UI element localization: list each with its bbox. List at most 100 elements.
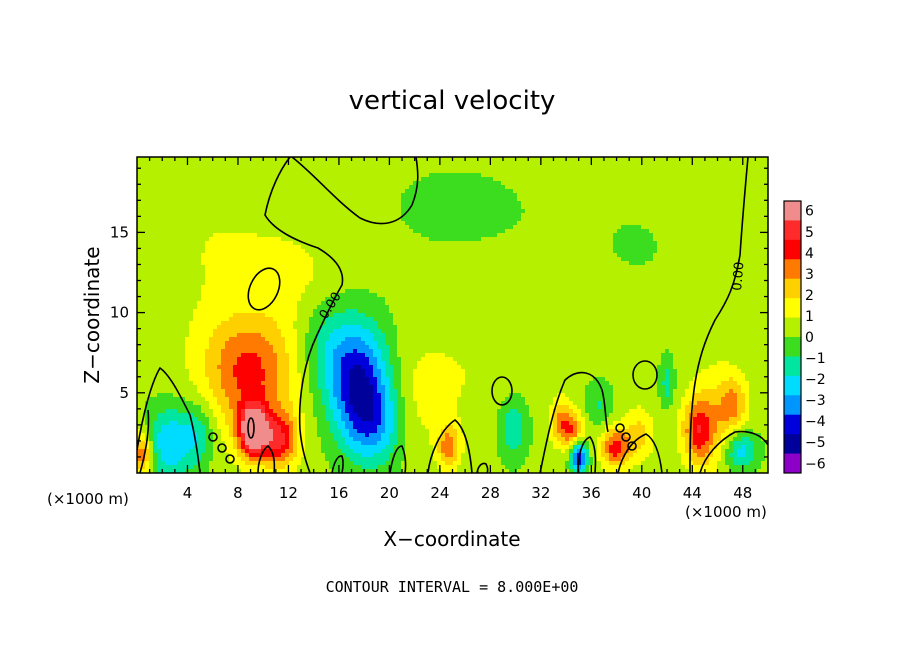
heatmap-cell: [309, 157, 313, 161]
heatmap-cell: [465, 157, 469, 161]
heatmap-cell: [449, 281, 453, 285]
heatmap-cell: [285, 265, 289, 269]
heatmap-cell: [501, 181, 505, 185]
heatmap-cell: [545, 213, 549, 217]
heatmap-cell: [201, 197, 205, 201]
heatmap-cell: [517, 229, 521, 233]
heatmap-cell: [593, 237, 597, 241]
heatmap-cell: [757, 217, 761, 221]
heatmap-cell: [585, 169, 589, 173]
heatmap-cell: [537, 245, 541, 249]
heatmap-cell: [505, 213, 509, 217]
heatmap-cell: [265, 253, 269, 257]
heatmap-cell: [205, 265, 209, 269]
heatmap-cell: [549, 181, 553, 185]
heatmap-cell: [657, 177, 661, 181]
heatmap-cell: [369, 157, 373, 161]
heatmap-cell: [469, 213, 473, 217]
heatmap-cell: [377, 281, 381, 285]
heatmap-cell: [369, 165, 373, 169]
heatmap-cell: [249, 209, 253, 213]
heatmap-cell: [373, 177, 377, 181]
heatmap-cell: [177, 257, 181, 261]
heatmap-cell: [633, 253, 637, 257]
heatmap-cell: [541, 165, 545, 169]
heatmap-cell: [697, 189, 701, 193]
heatmap-cell: [457, 181, 461, 185]
heatmap-cell: [185, 233, 189, 237]
heatmap-cell: [197, 169, 201, 173]
heatmap-cell: [361, 177, 365, 181]
heatmap-cell: [605, 209, 609, 213]
heatmap-cell: [513, 201, 517, 205]
heatmap-cell: [561, 249, 565, 253]
heatmap-cell: [561, 185, 565, 189]
heatmap-cell: [425, 249, 429, 253]
heatmap-cell: [349, 261, 353, 265]
heatmap-cell: [309, 161, 313, 165]
heatmap-cell: [429, 237, 433, 241]
heatmap-cell: [353, 273, 357, 277]
heatmap-cell: [417, 237, 421, 241]
heatmap-cell: [673, 209, 677, 213]
heatmap-cell: [581, 209, 585, 213]
heatmap-cell: [501, 229, 505, 233]
heatmap-cell: [313, 217, 317, 221]
heatmap-cell: [501, 201, 505, 205]
heatmap-cell: [629, 201, 633, 205]
heatmap-cell: [605, 253, 609, 257]
heatmap-cell: [493, 221, 497, 225]
heatmap-cell: [489, 177, 493, 181]
heatmap-cell: [517, 173, 521, 177]
heatmap-cell: [385, 261, 389, 265]
heatmap-cell: [617, 165, 621, 169]
heatmap-cell: [529, 229, 533, 233]
heatmap-cell: [553, 277, 557, 281]
heatmap-cell: [589, 197, 593, 201]
heatmap-cell: [629, 157, 633, 161]
heatmap-cell: [633, 161, 637, 165]
heatmap-cell: [329, 201, 333, 205]
heatmap-cell: [229, 245, 233, 249]
heatmap-cell: [209, 161, 213, 165]
heatmap-cell: [241, 273, 245, 277]
heatmap-cell: [621, 177, 625, 181]
heatmap-cell: [281, 249, 285, 253]
heatmap-cell: [441, 193, 445, 197]
heatmap-cell: [641, 261, 645, 265]
heatmap-cell: [289, 233, 293, 237]
heatmap-cell: [497, 197, 501, 201]
heatmap-cell: [697, 265, 701, 269]
heatmap-cell: [357, 233, 361, 237]
heatmap-cell: [573, 169, 577, 173]
heatmap-cell: [165, 169, 169, 173]
heatmap-cell: [305, 257, 309, 261]
heatmap-cell: [365, 225, 369, 229]
heatmap-cell: [737, 229, 741, 233]
heatmap-cell: [153, 201, 157, 205]
heatmap-cell: [381, 261, 385, 265]
heatmap-cell: [325, 269, 329, 273]
heatmap-cell: [273, 173, 277, 177]
heatmap-cell: [681, 221, 685, 225]
heatmap-cell: [289, 225, 293, 229]
heatmap-cell: [173, 241, 177, 245]
heatmap-cell: [733, 249, 737, 253]
heatmap-cell: [585, 277, 589, 281]
heatmap-cell: [637, 185, 641, 189]
heatmap-cell: [293, 245, 297, 249]
heatmap-cell: [613, 269, 617, 273]
heatmap-cell: [397, 265, 401, 269]
heatmap-cell: [393, 169, 397, 173]
heatmap-cell: [189, 197, 193, 201]
heatmap-cell: [177, 161, 181, 165]
heatmap-cell: [725, 277, 729, 281]
heatmap-cell: [241, 205, 245, 209]
heatmap-cell: [533, 221, 537, 225]
heatmap-cell: [585, 161, 589, 165]
heatmap-cell: [417, 177, 421, 181]
heatmap-cell: [273, 189, 277, 193]
heatmap-cell: [337, 201, 341, 205]
heatmap-cell: [649, 241, 653, 245]
heatmap-cell: [717, 217, 721, 221]
